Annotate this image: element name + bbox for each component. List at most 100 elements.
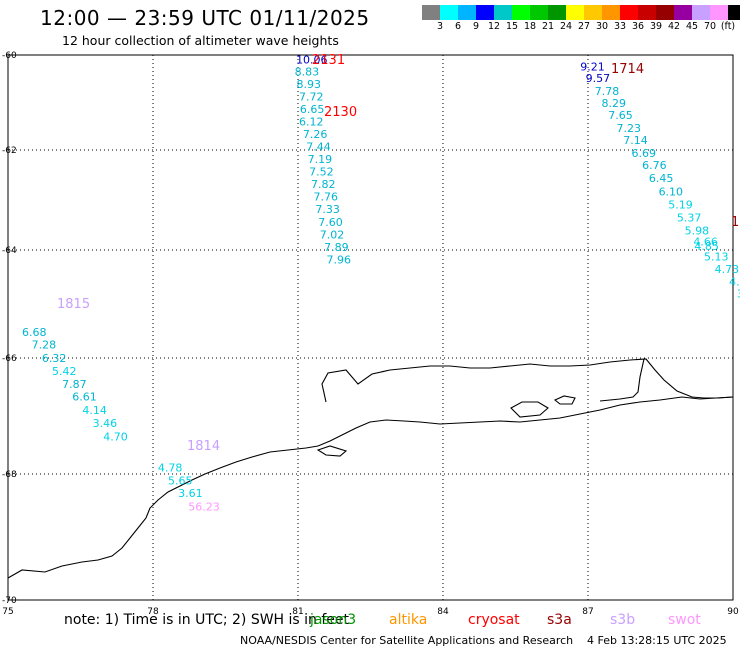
colorbar-swatch	[710, 5, 728, 20]
wave-height-label: 7.19	[308, 153, 333, 166]
wave-height-label: 4.14	[82, 404, 107, 417]
x-tick-label: 78	[147, 607, 159, 617]
track-time-label: 2130	[324, 105, 357, 120]
colorbar-label: 12	[487, 21, 501, 32]
chart-title: 12:00 — 23:59 UTC 01/11/2025	[40, 6, 370, 30]
wave-height-label: 7.52	[309, 166, 334, 179]
colorbar-label: 9	[472, 21, 480, 32]
map-gridlines	[8, 55, 733, 600]
colorbar-labels: 3 6 9 12 15 18 21 24 27 30 33 36 39 42 45 70 (ft)	[422, 21, 740, 35]
wave-height-label: 7.89	[324, 241, 349, 254]
wave-height-label: 6.76	[642, 159, 667, 172]
wave-height-label: 7.76	[313, 191, 338, 204]
colorbar-label: 3	[436, 21, 444, 32]
track-time-label: 1814	[187, 439, 220, 454]
map-frame	[7, 54, 734, 601]
wave-height-label: 6.61	[72, 391, 97, 404]
wave-height-label: 6.68	[22, 326, 47, 339]
wave-height-label: 7.44	[306, 141, 331, 154]
chart-subtitle: 12 hour collection of altimeter wave hei…	[62, 33, 339, 48]
track-1: 1	[731, 215, 739, 230]
axis-tick-labels: 75 78 81 84 87 90 -60 -62 -64 -66 -68 -70	[2, 51, 739, 617]
antarctic-coastline	[7, 358, 734, 579]
satellite-legend-jason3: jason3	[310, 612, 357, 628]
wave-height-label: 7.23	[617, 122, 642, 135]
y-tick-label: -62	[2, 146, 17, 156]
wave-height-label: 4.85	[694, 240, 719, 253]
colorbar-swatch	[548, 5, 566, 20]
wave-height-label: 6.65	[300, 103, 325, 116]
y-tick-label: -64	[2, 246, 17, 256]
wave-height-label: 8.93	[297, 78, 322, 91]
x-tick-label: 84	[437, 607, 449, 617]
wave-height-label: 8.29	[602, 97, 627, 110]
colorbar-label: 39	[649, 21, 663, 32]
x-tick-label: 81	[292, 607, 303, 617]
colorbar-label: (ft)	[720, 21, 736, 32]
footer-timestamp: 4 Feb 13:28:15 UTC 2025	[587, 634, 727, 647]
wave-height-label: 7.26	[303, 128, 328, 141]
ice-rise-east	[553, 395, 576, 405]
x-tick-label: 75	[2, 607, 13, 617]
wave-height-label: 3.61	[178, 487, 203, 500]
x-tick-label: 90	[727, 607, 739, 617]
colorbar-label: 27	[577, 21, 591, 32]
footer-note: note: 1) Time is in UTC; 2) SWH is in fe…	[64, 612, 350, 628]
wave-height-label: 3	[737, 288, 740, 301]
colorbar-swatch	[530, 5, 548, 20]
wave-height-label: 4.73	[715, 263, 740, 276]
colorbar-swatch	[512, 5, 530, 20]
colorbar-swatch	[494, 5, 512, 20]
satellite-legend-s3b: s3b	[610, 612, 636, 628]
coastline-mainland	[7, 396, 734, 579]
colorbar-label: 30	[595, 21, 609, 32]
wave-height-label: 6.12	[299, 115, 324, 128]
wave-height-label: 7.02	[320, 228, 345, 241]
colorbar-swatch	[674, 5, 692, 20]
wave-height-label: 5.19	[668, 198, 693, 211]
wave-height-label: 56.23	[188, 500, 220, 513]
satellite-legend-altika: altika	[389, 612, 428, 628]
colorbar-label: 15	[505, 21, 519, 32]
colorbar-swatch	[656, 5, 674, 20]
y-tick-label: -60	[2, 51, 17, 61]
wave-height-label: 9.21	[580, 60, 605, 73]
colorbar-label: 21	[541, 21, 555, 32]
wave-height-label: 4.	[729, 276, 740, 289]
colorbar-label: 18	[523, 21, 537, 32]
colorbar-swatch	[692, 5, 710, 20]
wave-height-label: 7.14	[623, 134, 648, 147]
colorbar-label: 33	[613, 21, 627, 32]
colorbar-label: 42	[667, 21, 681, 32]
colorbar-swatch	[422, 5, 440, 20]
colorbar-swatch	[602, 5, 620, 20]
wave-height-label: 7.33	[315, 203, 340, 216]
colorbar-swatch	[458, 5, 476, 20]
colorbar-swatch	[620, 5, 638, 20]
track-2130: 6.127.267.447.197.527.827.767.337.607.02…	[299, 105, 357, 266]
colorbar-swatch	[728, 5, 740, 20]
wave-height-label: 7.96	[327, 253, 352, 266]
track-1714: 9.219.577.788.297.657.237.146.696.766.45…	[580, 60, 740, 300]
satellite-legend-swot: swot	[668, 612, 701, 628]
wave-height-label: 5.65	[168, 475, 193, 488]
track-time-label: 2131	[312, 53, 345, 68]
colorbar-label: 36	[631, 21, 645, 32]
track-2131: 10.068.838.937.726.65 2131	[295, 53, 345, 116]
y-tick-label: -68	[2, 470, 17, 480]
colorbar-swatch	[584, 5, 602, 20]
coastline-inland-ridge	[599, 358, 645, 402]
wave-height-label: 5.98	[685, 224, 710, 237]
y-tick-label: -70	[2, 596, 17, 606]
colorbar-swatch	[476, 5, 494, 20]
wave-height-label: 3.46	[93, 417, 118, 430]
wave-height-label: 7.87	[62, 378, 86, 391]
colorbar-label: 70	[703, 21, 717, 32]
track-time-label: 1	[731, 215, 739, 230]
wave-height-label: 7.82	[311, 178, 336, 191]
wave-height-label: 7.72	[299, 90, 324, 103]
y-tick-label: -66	[2, 354, 17, 364]
wave-height-label: 4.78	[158, 462, 183, 475]
